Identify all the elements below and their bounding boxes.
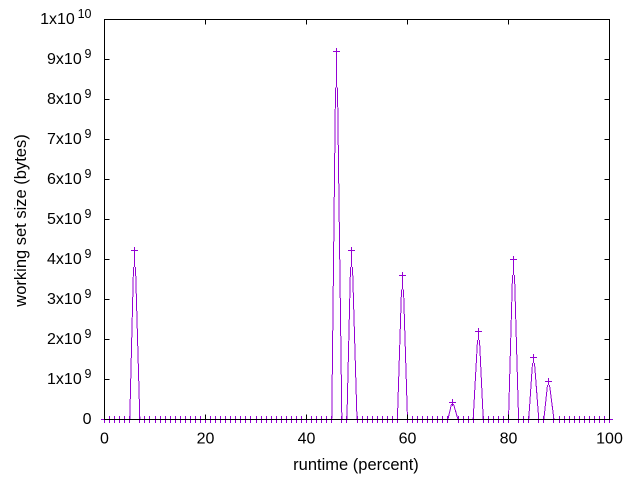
svg-text:runtime (percent): runtime (percent) [293, 456, 419, 474]
svg-text:60: 60 [399, 431, 417, 448]
svg-text:0: 0 [83, 411, 92, 428]
svg-text:working set size (bytes): working set size (bytes) [12, 134, 30, 307]
svg-text:100: 100 [596, 431, 623, 448]
svg-text:80: 80 [500, 431, 518, 448]
svg-text:40: 40 [298, 431, 316, 448]
svg-text:0: 0 [100, 431, 109, 448]
svg-text:20: 20 [197, 431, 215, 448]
